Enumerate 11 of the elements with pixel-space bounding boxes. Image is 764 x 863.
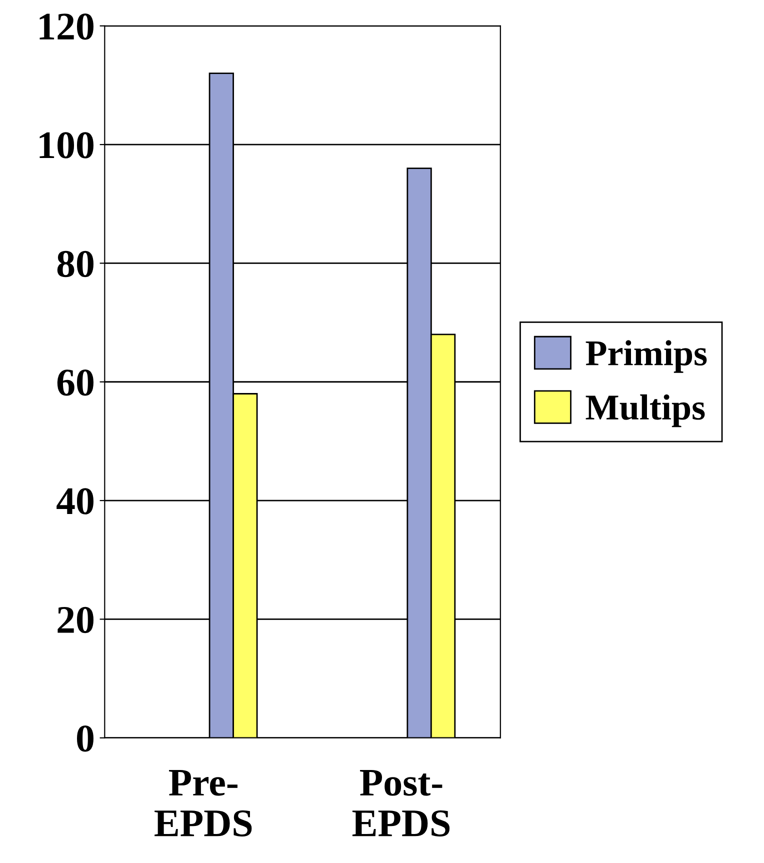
y-tick-label: 80 [57,250,94,278]
y-tick-label: 40 [56,488,94,514]
legend-label: Multips [586,394,705,428]
y-tick-label: 120 [40,14,94,40]
legend-label: Primips [586,340,707,373]
x-tick-label: Post- EPDS [352,770,450,836]
y-tick-label: 20 [58,606,94,634]
y-tick-label: 60 [57,370,94,396]
y-tick-label: 100 [40,132,94,158]
y-tick-label: 0 [76,725,94,752]
x-tick-label: Pre- EPDS [154,770,252,836]
